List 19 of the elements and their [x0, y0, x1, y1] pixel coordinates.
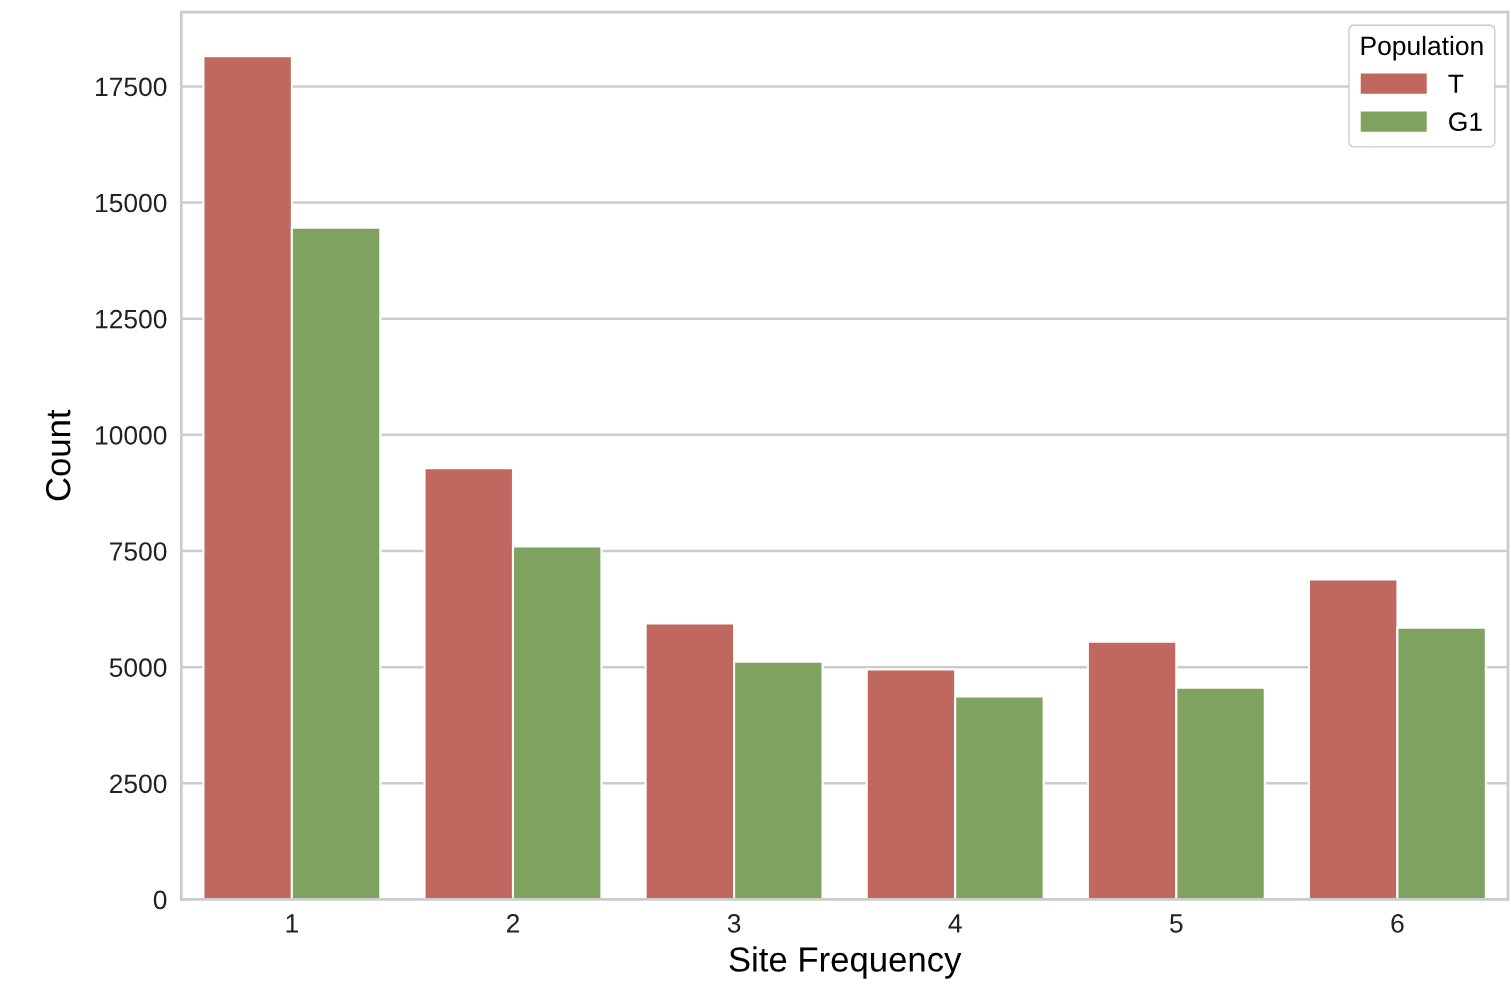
x-tick-label: 6	[1391, 914, 1404, 933]
x-tick-label: 5	[1170, 914, 1183, 933]
y-axis-title: Count	[45, 409, 71, 501]
y-tick-label: 2500	[110, 774, 167, 794]
legend-title: Population	[1361, 35, 1483, 61]
x-tick-label: 1	[286, 914, 298, 933]
y-tick-label: 0	[153, 890, 167, 910]
x-tick-label: 3	[727, 914, 741, 933]
y-tick-label: 15000	[96, 193, 167, 213]
y-tick-label: 5000	[109, 658, 167, 677]
legend-label: T	[1448, 74, 1464, 93]
legend-label: G1	[1449, 112, 1482, 132]
x-axis-title: Site Frequency	[729, 946, 962, 979]
y-tick-label: 17500	[96, 77, 167, 97]
x-tick-label: 4	[948, 914, 962, 933]
y-tick-label: 7500	[110, 542, 167, 561]
y-tick-label: 12500	[96, 309, 167, 329]
y-tick-label: 10000	[96, 425, 167, 445]
x-tick-label: 2	[506, 914, 519, 933]
